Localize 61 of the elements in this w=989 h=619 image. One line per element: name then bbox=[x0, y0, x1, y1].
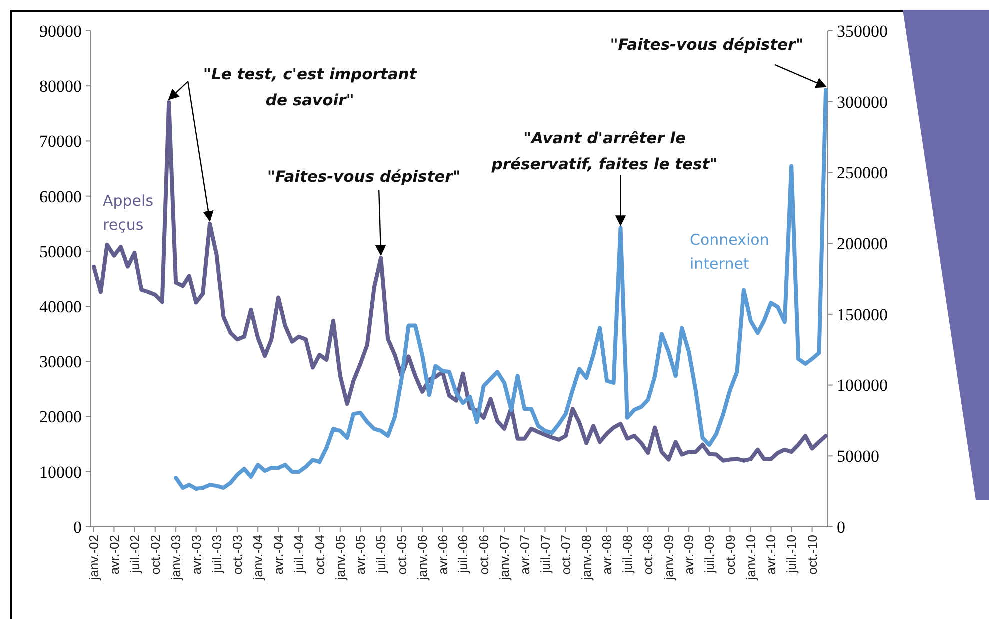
x-tick-label: janv.-06 bbox=[415, 535, 430, 582]
y-tick-label: 90000 bbox=[40, 22, 82, 41]
x-tick-label: juil.-04 bbox=[292, 535, 307, 574]
x-tick-label: oct.-07 bbox=[558, 535, 574, 575]
x-tick-label: avr.-06 bbox=[435, 535, 450, 575]
y2-tick-label: 100000 bbox=[837, 376, 888, 396]
x-tick-label: janv.-04 bbox=[250, 535, 266, 582]
y-tick-label: 60000 bbox=[40, 187, 82, 206]
y2-tick-label: 0 bbox=[837, 518, 846, 537]
x-tick-label: avr.-10 bbox=[764, 535, 779, 575]
x-tick-label: avr.-05 bbox=[353, 535, 368, 575]
y2-tick-label: 300000 bbox=[837, 92, 888, 112]
x-tick-label: juil.-03 bbox=[209, 535, 224, 574]
x-tick-label: janv.-05 bbox=[332, 535, 348, 582]
x-tick-label: oct.-06 bbox=[476, 535, 492, 575]
y-tick-label: 50000 bbox=[40, 242, 82, 262]
x-tick-label: oct.-05 bbox=[394, 535, 410, 575]
x-tick-label: janv.-10 bbox=[743, 535, 758, 582]
line-series bbox=[174, 88, 828, 492]
x-tick-label: oct.-03 bbox=[230, 535, 245, 575]
y-tick-label: 30000 bbox=[40, 352, 82, 372]
x-tick-label: oct.-02 bbox=[148, 535, 163, 575]
x-tick-label: juil.-09 bbox=[702, 535, 718, 574]
y2-tick-label: 200000 bbox=[837, 234, 888, 254]
x-tick-label: juil.-06 bbox=[456, 535, 471, 574]
x-tick-label: avr.-04 bbox=[271, 535, 286, 575]
x-tick-label: avr.-02 bbox=[106, 535, 122, 575]
y2-tick-label: 350000 bbox=[837, 22, 888, 41]
y-tick-label: 0 bbox=[74, 518, 82, 537]
y2-tick-label: 250000 bbox=[837, 164, 888, 183]
x-tick-label: oct.-10 bbox=[804, 535, 820, 575]
x-tick-label: juil.-08 bbox=[620, 535, 636, 574]
y2-tick-label: 50000 bbox=[837, 447, 880, 466]
annotation: "Avant d'arrêter le préservatif, faites le test" bbox=[490, 129, 718, 174]
annotation: "Faites-vous dépister" bbox=[267, 168, 461, 186]
annotation: "Faites-vous dépister" bbox=[610, 36, 804, 54]
series-label: Appels reçus bbox=[103, 192, 154, 234]
annotation: "Le test, c'est important de savoir" bbox=[203, 66, 418, 110]
x-tick-label: oct.-09 bbox=[722, 535, 738, 575]
x-tick-label: avr.-09 bbox=[682, 535, 697, 575]
x-tick-label: juil.-10 bbox=[784, 535, 800, 574]
y-tick-label: 80000 bbox=[40, 77, 82, 96]
x-tick-label: avr.-08 bbox=[600, 535, 615, 575]
y-tick-label: 10000 bbox=[40, 462, 82, 482]
x-tick-label: janv.-08 bbox=[579, 535, 594, 582]
x-tick-label: juil.-07 bbox=[538, 535, 553, 574]
x-tick-label: janv.-07 bbox=[497, 535, 512, 582]
x-tick-label: janv.-02 bbox=[86, 535, 102, 582]
x-tick-label: juil.-02 bbox=[127, 535, 142, 574]
x-tick-label: oct.-04 bbox=[312, 535, 328, 575]
x-tick-label: janv.-09 bbox=[661, 535, 676, 582]
y-tick-label: 70000 bbox=[40, 132, 82, 152]
x-tick-label: avr.-03 bbox=[188, 535, 204, 575]
x-tick-label: janv.-03 bbox=[168, 535, 184, 582]
x-tick-label: oct.-08 bbox=[640, 535, 656, 575]
x-tick-label: juil.-05 bbox=[374, 535, 389, 574]
y-tick-label: 40000 bbox=[40, 298, 82, 317]
y-tick-label: 20000 bbox=[40, 408, 82, 427]
series-label: Connexion internet bbox=[690, 231, 770, 273]
x-tick-label: avr.-07 bbox=[517, 535, 532, 575]
y2-tick-label: 150000 bbox=[837, 305, 888, 324]
